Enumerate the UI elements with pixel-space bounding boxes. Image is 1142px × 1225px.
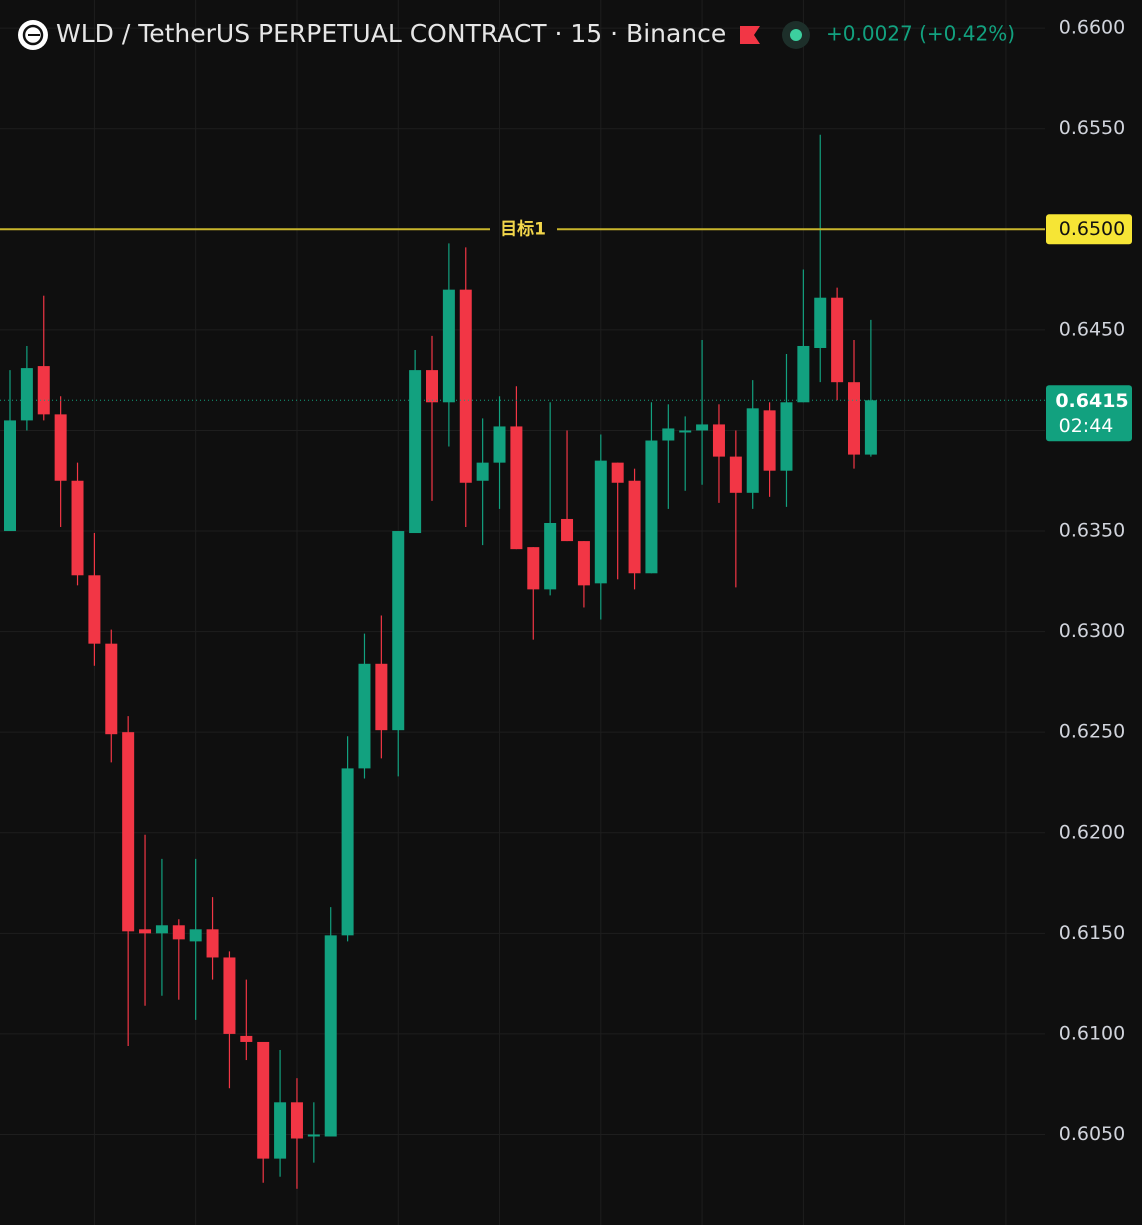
- y-tick-label: 0.6250: [1059, 721, 1125, 743]
- candle-body: [831, 297, 844, 383]
- candle-body: [594, 460, 607, 584]
- candle-body: [628, 480, 641, 574]
- candle-body: [37, 366, 50, 415]
- candle-body: [20, 368, 33, 421]
- candle-body: [544, 522, 557, 590]
- candle-body: [729, 456, 742, 493]
- y-tick-label: 0.6200: [1059, 821, 1125, 843]
- candle-body: [611, 462, 624, 483]
- candle-body: [712, 424, 725, 457]
- candle-body: [662, 428, 675, 441]
- y-tick-label: 0.6350: [1059, 520, 1125, 542]
- candle-body: [324, 935, 337, 1137]
- candle-body: [577, 541, 590, 586]
- candle-body: [172, 925, 185, 940]
- candle-body: [561, 518, 574, 542]
- symbol-icon-ring: [22, 24, 44, 46]
- candle-body: [645, 440, 658, 574]
- candle-body: [139, 929, 152, 934]
- candle-body: [426, 370, 438, 403]
- candle-body: [71, 480, 84, 576]
- candle-body: [189, 929, 202, 942]
- candle-body: [358, 663, 371, 769]
- last-price-box: [1046, 385, 1132, 442]
- candle-body: [780, 402, 793, 471]
- candle-body: [54, 414, 67, 481]
- candle-body: [459, 289, 472, 483]
- candle-body: [240, 1035, 253, 1042]
- candle-body: [442, 289, 455, 403]
- candle-body: [392, 531, 405, 731]
- candle-body: [206, 929, 219, 958]
- candle-body: [864, 400, 877, 455]
- header: WLD / TetherUS PERPETUAL CONTRACT · 15 ·…: [18, 19, 1015, 50]
- candle-body: [105, 643, 118, 735]
- candle-body: [746, 408, 759, 493]
- candle-body: [290, 1102, 303, 1139]
- candle-body: [527, 547, 540, 590]
- candle-body: [679, 430, 692, 433]
- y-tick-label: 0.6050: [1059, 1123, 1125, 1145]
- candle-body: [122, 732, 135, 932]
- y-tick-label: 0.6300: [1059, 620, 1125, 642]
- price-change: +0.0027 (+0.42%): [826, 22, 1015, 46]
- candle-body: [274, 1102, 287, 1159]
- candle-body: [257, 1041, 270, 1159]
- y-tick-label: 0.6550: [1059, 117, 1125, 139]
- candle-body: [797, 345, 810, 403]
- candle-body: [307, 1134, 320, 1137]
- candle-body: [814, 297, 827, 348]
- chart-title: WLD / TetherUS PERPETUAL CONTRACT · 15 ·…: [56, 19, 726, 48]
- candle-body: [763, 410, 776, 471]
- candle-body: [493, 426, 506, 463]
- candle-body: [155, 925, 168, 934]
- candle-body: [223, 957, 236, 1034]
- target-price-box: [1046, 214, 1132, 245]
- candle-body: [4, 420, 16, 532]
- candle-body: [341, 768, 354, 936]
- y-tick-label: 0.6450: [1059, 318, 1125, 340]
- candle-body: [476, 462, 489, 481]
- flag-icon[interactable]: [740, 26, 760, 44]
- candle-body: [510, 426, 523, 550]
- candle-body: [696, 424, 709, 431]
- y-tick-label: 0.6100: [1059, 1022, 1125, 1044]
- candle-body: [848, 382, 860, 455]
- last-price-label: 0.6415: [1055, 390, 1128, 412]
- target-line-name: 目标1: [500, 218, 546, 239]
- candle-body: [375, 663, 388, 731]
- target-price-label: 0.6500: [1059, 218, 1125, 240]
- candle-body: [409, 370, 422, 534]
- countdown-label: 02:44: [1059, 415, 1114, 437]
- plot: [4, 134, 877, 1189]
- status-dot: [790, 29, 802, 41]
- y-tick-label: 0.6600: [1059, 17, 1125, 39]
- y-tick-label: 0.6150: [1059, 922, 1125, 944]
- candle-body: [88, 575, 101, 644]
